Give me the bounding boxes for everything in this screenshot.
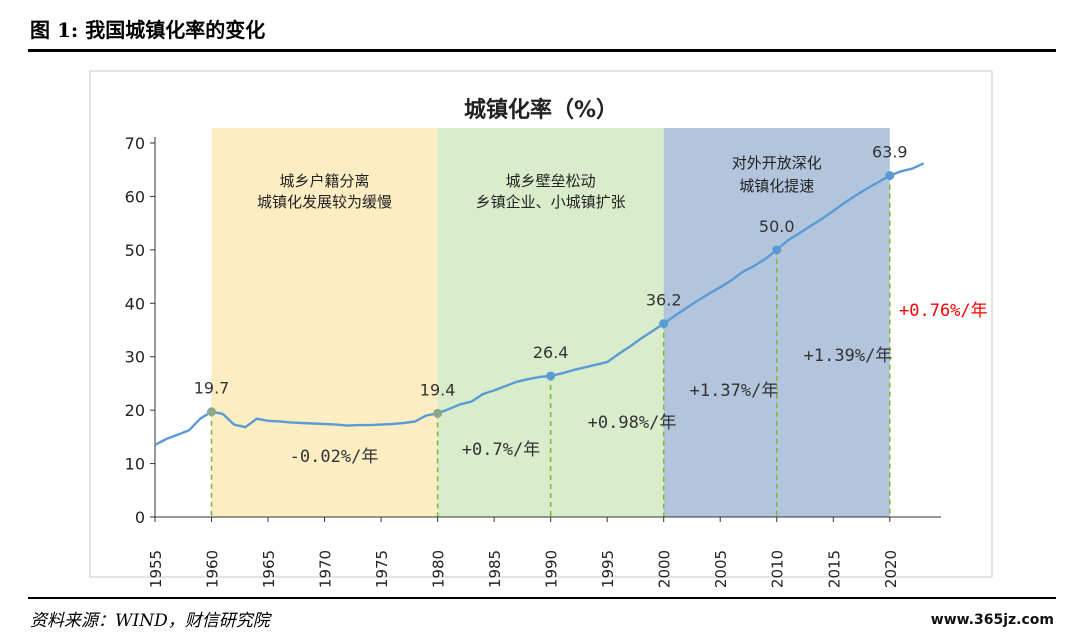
figure-title: 图 1: 我国城镇化率的变化 [30,18,266,42]
data-point [659,319,669,329]
source-note: 资料来源：WIND，财信研究院 [30,611,270,631]
x-tick-label: 1955 [147,550,165,588]
period-band [211,128,438,517]
x-tick-label: 1990 [543,550,561,588]
x-tick-label: 1980 [430,550,448,588]
x-tick-label: 2020 [882,550,900,588]
period-label: 对外开放深化 [732,154,822,172]
header-rule [28,49,1056,52]
y-tick-label: 60 [125,187,145,206]
data-point [207,407,217,417]
x-tick-label: 2000 [656,550,674,588]
y-tick-label: 50 [125,241,145,260]
growth-annotation: +0.76%/年 [899,301,988,321]
y-tick-label: 70 [125,134,145,153]
x-tick-label: 2015 [825,550,843,588]
data-label: 50.0 [759,217,795,236]
data-label: 19.7 [194,379,230,398]
data-label: 36.2 [646,291,682,310]
y-tick-label: 30 [125,348,145,367]
x-tick-label: 1965 [260,550,278,588]
chart-title: 城镇化率（%） [464,97,618,123]
x-tick-label: 1975 [373,550,391,588]
growth-annotation: +0.98%/年 [588,413,677,433]
data-point [433,408,443,418]
period-label: 城镇化提速 [739,177,814,195]
x-tick-label: 1995 [599,550,617,588]
x-tick-label: 2010 [769,550,787,588]
y-tick-label: 0 [135,508,145,527]
y-tick-label: 10 [125,455,145,474]
data-point [885,171,895,181]
y-tick-label: 20 [125,401,145,420]
data-label: 19.4 [420,380,456,399]
growth-annotation: +1.39%/年 [804,346,893,366]
data-label: 26.4 [533,343,569,362]
period-label: 城镇化发展较为缓慢 [257,193,392,211]
period-label: 城乡户籍分离 [280,172,370,190]
x-tick-label: 1970 [317,550,335,588]
footer-rule [28,597,1056,599]
x-tick-label: 1985 [486,550,504,588]
data-label: 63.9 [872,143,908,162]
x-tick-label: 2005 [712,550,730,588]
period-label: 城乡壁垒松动 [506,172,596,190]
growth-annotation: +1.37%/年 [690,381,779,401]
data-point [546,371,556,381]
growth-annotation: -0.02%/年 [290,447,379,467]
data-point [772,245,782,255]
y-tick-label: 40 [125,294,145,313]
series-line [154,162,925,446]
watermark: www.365jz.com [930,612,1054,628]
period-label: 乡镇企业、小城镇扩张 [476,193,626,211]
x-tick-label: 1960 [204,550,222,588]
growth-annotation: +0.7%/年 [462,440,540,460]
